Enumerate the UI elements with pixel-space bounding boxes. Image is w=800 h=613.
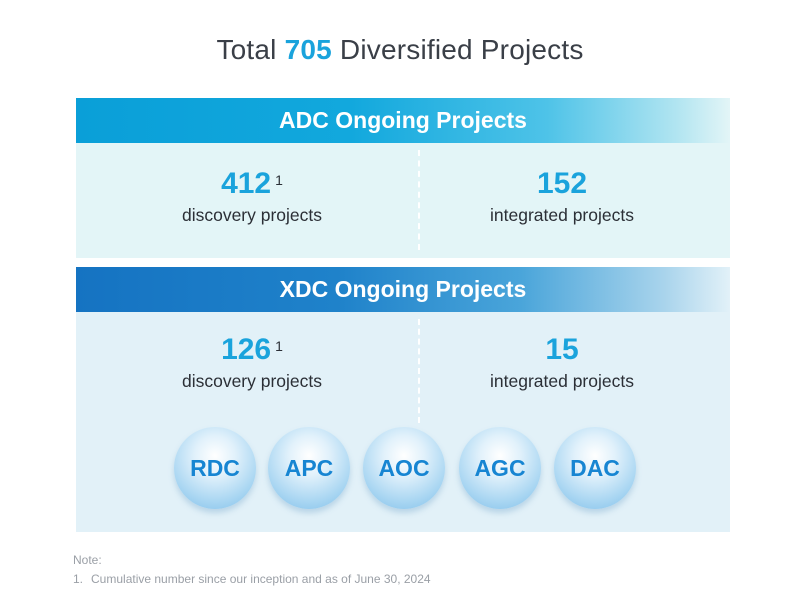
xdc-discovery-value: 126 <box>221 333 272 366</box>
note-item: 1. Cumulative number since our inception … <box>73 572 431 586</box>
adc-discovery-label: discovery projects <box>181 205 323 225</box>
xdc-discovery-label: discovery projects <box>181 371 323 391</box>
xdc-integrated-label: integrated projects <box>490 371 634 391</box>
xdc-discovery-value-row: 126 1 <box>102 333 402 367</box>
adc-discovery-value: 412 <box>221 167 272 200</box>
title-suffix: Diversified Projects <box>339 34 584 65</box>
adc-header: ADC Ongoing Projects <box>76 98 730 143</box>
xdc-discovery-stat: 126 1 discovery projects <box>102 333 402 392</box>
bubble-aoc: AOC <box>363 427 445 509</box>
adc-discovery-footnote: 1 <box>275 172 283 188</box>
adc-discovery-stat: 412 1 discovery projects <box>102 167 402 226</box>
xdc-discovery-footnote: 1 <box>275 338 283 354</box>
xdc-panel: XDC Ongoing Projects 126 1 discovery proj… <box>76 267 730 532</box>
adc-discovery-value-row: 412 1 <box>102 167 402 201</box>
adc-integrated-stat: 152 integrated projects <box>412 167 712 226</box>
modality-bubbles: RDC APC AOC AGC DAC <box>76 427 730 511</box>
page-title: Total 705 Diversified Projects <box>0 34 800 66</box>
adc-integrated-value: 152 <box>536 167 588 200</box>
title-prefix: Total <box>216 34 277 65</box>
bubble-apc: APC <box>268 427 350 509</box>
adc-integrated-label: integrated projects <box>490 205 634 225</box>
xdc-divider <box>418 319 420 423</box>
note-item-text: Cumulative number since our inception an… <box>91 572 431 586</box>
xdc-integrated-value: 15 <box>545 333 579 366</box>
bubble-agc: AGC <box>459 427 541 509</box>
xdc-header: XDC Ongoing Projects <box>76 267 730 312</box>
xdc-integrated-stat: 15 integrated projects <box>412 333 712 392</box>
title-total-number: 705 <box>284 34 332 65</box>
note-item-index: 1. <box>73 572 84 586</box>
note-title: Note: <box>73 553 102 567</box>
adc-panel: ADC Ongoing Projects 412 1 discovery proj… <box>76 98 730 258</box>
bubble-dac: DAC <box>554 427 636 509</box>
adc-divider <box>418 150 420 250</box>
bubble-rdc: RDC <box>174 427 256 509</box>
